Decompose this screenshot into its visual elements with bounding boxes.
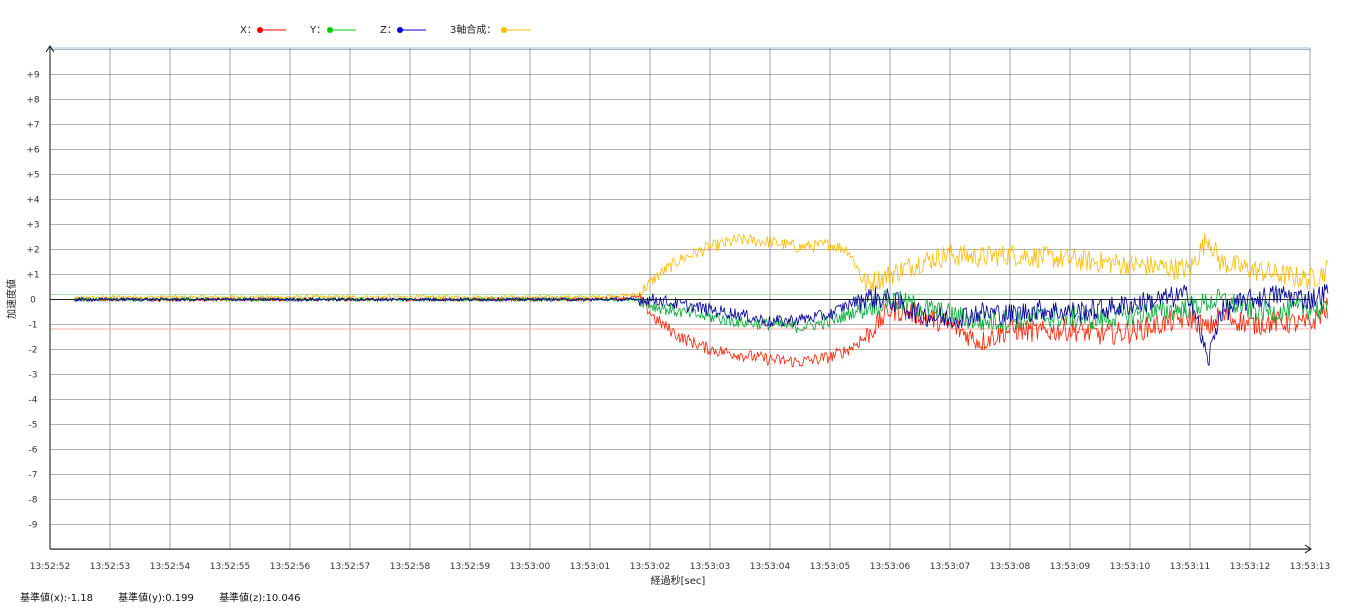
x-tick-label: 13:53:06 <box>870 562 911 572</box>
y-tick-labels: +9 +8 +7 +6 +5 +4 +3 +2 +1 0 -1 -2 -3 -4 -5 -6 -7 -8 -9 <box>26 71 40 531</box>
y-tick-label: +6 <box>26 146 40 156</box>
x-tick-label: 13:52:55 <box>210 562 250 572</box>
legend-item: 3軸合成： <box>450 23 530 36</box>
x-tick-label: 13:52:54 <box>150 562 191 572</box>
y-tick-label: -4 <box>29 396 38 406</box>
y-axis-arrow <box>45 45 55 53</box>
legend-label: 3軸合成： <box>450 23 496 36</box>
y-tick-label: +4 <box>26 196 40 206</box>
x-tick-label: 13:53:10 <box>1110 562 1151 572</box>
x-tick-label: 13:53:09 <box>1050 562 1091 572</box>
legend-label: Y： <box>309 25 326 36</box>
x-tick-label: 13:53:12 <box>1230 562 1270 572</box>
y-tick-label: +1 <box>26 271 39 281</box>
y-tick-label: -2 <box>29 346 38 356</box>
legend-marker <box>397 27 403 33</box>
x-axis-arrow <box>1304 544 1312 554</box>
legend-marker <box>257 27 263 33</box>
y-tick-label: +5 <box>26 171 39 181</box>
y-axis-title: 加速度値 <box>5 279 18 319</box>
x-tick-label: 13:52:52 <box>30 562 70 572</box>
y-tick-label: -9 <box>29 521 38 531</box>
legend-marker <box>501 27 507 33</box>
x-tick-label: 13:53:02 <box>630 562 670 572</box>
x-tick-label: 13:53:05 <box>810 562 850 572</box>
grid <box>50 47 1311 550</box>
baseline-x: 基準値(x):-1.18 <box>20 593 93 604</box>
series-layer <box>73 233 1329 368</box>
x-tick-label: 13:53:03 <box>690 562 730 572</box>
series-z <box>73 283 1329 367</box>
legend: X： Y： Z： 3軸合成： <box>240 23 530 36</box>
x-tick-label: 13:52:57 <box>330 562 370 572</box>
y-tick-label: -8 <box>29 496 38 506</box>
x-tick-label: 13:52:53 <box>90 562 130 572</box>
y-tick-label: -1 <box>29 321 38 331</box>
baseline-y: 基準値(y):0.199 <box>118 593 194 604</box>
x-tick-label: 13:53:00 <box>510 562 551 572</box>
reference-lines <box>50 294 1310 330</box>
x-tick-label: 13:53:11 <box>1170 562 1210 572</box>
baseline-values: 基準値(x):-1.18 基準値(y):0.199 基準値(z):10.046 <box>20 589 322 604</box>
legend-item: Y： <box>309 25 356 36</box>
axes <box>45 45 1312 554</box>
x-tick-label: 13:53:07 <box>930 562 970 572</box>
legend-item: Z： <box>380 25 426 36</box>
x-tick-label: 13:52:59 <box>450 562 491 572</box>
series-line <box>73 283 1329 367</box>
legend-marker <box>327 27 333 33</box>
y-tick-label: +8 <box>26 96 40 106</box>
y-tick-label: -5 <box>29 421 38 431</box>
x-tick-label: 13:53:13 <box>1290 562 1330 572</box>
x-tick-label: 13:52:58 <box>390 562 431 572</box>
legend-label: X： <box>240 25 257 36</box>
x-tick-label: 13:53:01 <box>570 562 610 572</box>
y-tick-label: +9 <box>26 71 40 81</box>
y-tick-label: -7 <box>29 471 38 481</box>
x-tick-label: 13:53:08 <box>990 562 1031 572</box>
series-line <box>73 293 1329 368</box>
x-axis-title: 経過秒[sec] <box>651 574 706 587</box>
y-tick-label: +7 <box>26 121 39 131</box>
y-tick-label: -6 <box>29 446 38 456</box>
x-tick-label: 13:53:04 <box>750 562 791 572</box>
legend-item: X： <box>240 25 286 36</box>
baseline-z: 基準値(z):10.046 <box>219 593 301 604</box>
series-magnitude <box>73 233 1329 301</box>
x-tick-labels: 13:52:52 13:52:53 13:52:54 13:52:55 13:52:56… <box>30 562 1330 572</box>
legend-label: Z： <box>380 25 397 36</box>
y-tick-label: +2 <box>26 246 39 256</box>
y-tick-label: 0 <box>30 296 36 306</box>
series-line <box>73 233 1329 301</box>
y-tick-label: -3 <box>29 371 38 381</box>
series-x <box>73 293 1329 368</box>
y-tick-label: +3 <box>26 221 39 231</box>
x-tick-label: 13:52:56 <box>270 562 311 572</box>
